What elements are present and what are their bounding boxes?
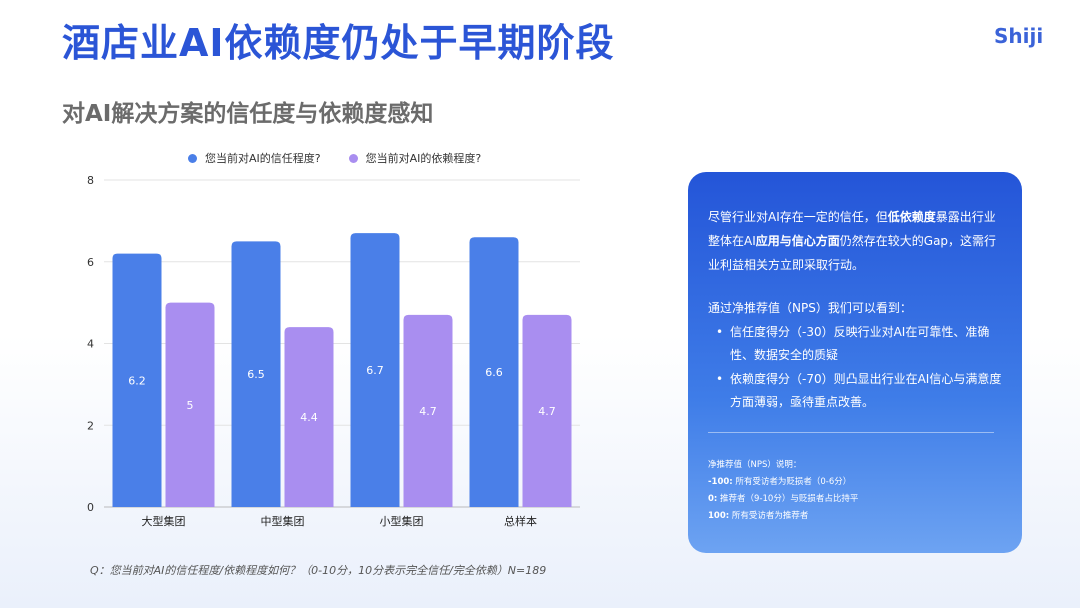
legend-swatch-trust xyxy=(188,153,197,163)
page-subtitle: 对AI解决方案的信任度与依赖度感知 xyxy=(62,101,434,127)
footnote: Q：您当前对AI的信任程度/依赖程度如何？（0-10分，10分表示完全信任/完全… xyxy=(90,564,547,577)
nps-key-1: -100: xyxy=(708,477,733,487)
data-label: 6.5 xyxy=(247,368,265,381)
nps-key-2: 0: xyxy=(708,494,718,504)
y-tick-label: 2 xyxy=(87,419,94,432)
y-tick-label: 0 xyxy=(87,501,94,514)
data-label: 6.7 xyxy=(366,364,384,377)
insight-text-2: 暴露出行业整体在AI xyxy=(708,210,996,248)
nps-val-1: 所有受访者为贬损者（0-6分） xyxy=(735,477,852,487)
x-tick-label: 小型集团 xyxy=(380,514,424,528)
bar xyxy=(231,241,281,507)
insight-text-1: 尽管行业对AI存在一定的信任，但 xyxy=(708,210,888,224)
nps-line-1: -100: 所有受访者为贬损者（0-6分） xyxy=(708,474,858,491)
y-tick-label: 6 xyxy=(87,256,94,269)
y-tick-label: 4 xyxy=(87,338,94,351)
y-tick-label: 8 xyxy=(87,174,94,187)
data-label: 4.7 xyxy=(419,405,437,418)
bar xyxy=(165,302,215,507)
shiji-logo: Shiji xyxy=(994,24,1044,48)
legend-label-trust: 您当前对AI的信任程度? xyxy=(205,152,321,165)
page-title: 酒店业AI依赖度仍处于早期阶段 xyxy=(62,21,615,65)
x-tick-label: 中型集团 xyxy=(261,514,305,528)
bar xyxy=(403,314,453,507)
legend-label-reliance: 您当前对AI的依赖程度? xyxy=(365,152,482,165)
bar-chart: 0 2 4 6 8 6.2 5 大型集团 6.5 4.4 中型集团 6.7 4.7 小型集团 6.6 4.7 总… xyxy=(87,174,580,528)
data-label: 6.6 xyxy=(485,366,503,379)
bar xyxy=(112,253,162,507)
nps-val-2: 推荐者（9-10分）与贬损者占比持平 xyxy=(720,494,859,504)
nps-legend: 净推荐值（NPS）说明： -100: 所有受访者为贬损者（0-6分） 0: 推荐… xyxy=(708,457,858,525)
insight-bold-1: 低依赖度 xyxy=(887,210,936,224)
x-tick-label: 总样本 xyxy=(504,514,537,528)
nps-val-3: 所有受访者为推荐者 xyxy=(731,511,809,521)
bar xyxy=(469,237,519,507)
legend-item-trust: 您当前对AI的信任程度? xyxy=(188,150,321,166)
nps-line-3: 100: 所有受访者为推荐者 xyxy=(708,508,858,525)
nps-title: 净推荐值（NPS）说明： xyxy=(708,460,802,470)
insight-panel: 尽管行业对AI存在一定的信任，但低依赖度暴露出行业整体在AI应用与信心方面仍然存… xyxy=(688,172,1022,553)
data-label: 5 xyxy=(187,399,194,412)
bullet-trust-score: 信任度得分（-30）反映行业对AI在可靠性、准确性、数据安全的质疑 xyxy=(708,321,1004,367)
chart-legend: 您当前对AI的信任程度? 您当前对AI的依赖程度? xyxy=(188,150,481,166)
data-label: 4.7 xyxy=(538,405,556,418)
legend-swatch-reliance xyxy=(348,153,358,163)
bar xyxy=(350,233,400,507)
panel-divider xyxy=(708,432,994,433)
data-label: 6.2 xyxy=(128,374,146,387)
bar xyxy=(284,327,334,507)
x-tick-label: 大型集团 xyxy=(142,514,186,528)
insight-text-3: 仍然存在较大的Gap，这需行业利益相关方立即采取行动。 xyxy=(708,234,997,272)
nps-line-2: 0: 推荐者（9-10分）与贬损者占比持平 xyxy=(708,491,858,508)
insight-paragraph: 尽管行业对AI存在一定的信任，但低依赖度暴露出行业整体在AI应用与信心方面仍然存… xyxy=(708,205,1004,277)
nps-bullets: 信任度得分（-30）反映行业对AI在可靠性、准确性、数据安全的质疑 依赖度得分（… xyxy=(708,321,1004,414)
nps-key-3: 100: xyxy=(708,511,730,521)
legend-item-reliance: 您当前对AI的依赖程度? xyxy=(348,150,482,166)
nps-intro: 通过净推荐值（NPS）我们可以看到： xyxy=(708,301,912,315)
bar xyxy=(522,314,572,507)
insight-bold-2: 应用与信心方面 xyxy=(755,234,840,248)
bullet-reliance-score: 依赖度得分（-70）则凸显出行业在AI信心与满意度方面薄弱，亟待重点改善。 xyxy=(708,368,1004,414)
data-label: 4.4 xyxy=(300,411,318,424)
